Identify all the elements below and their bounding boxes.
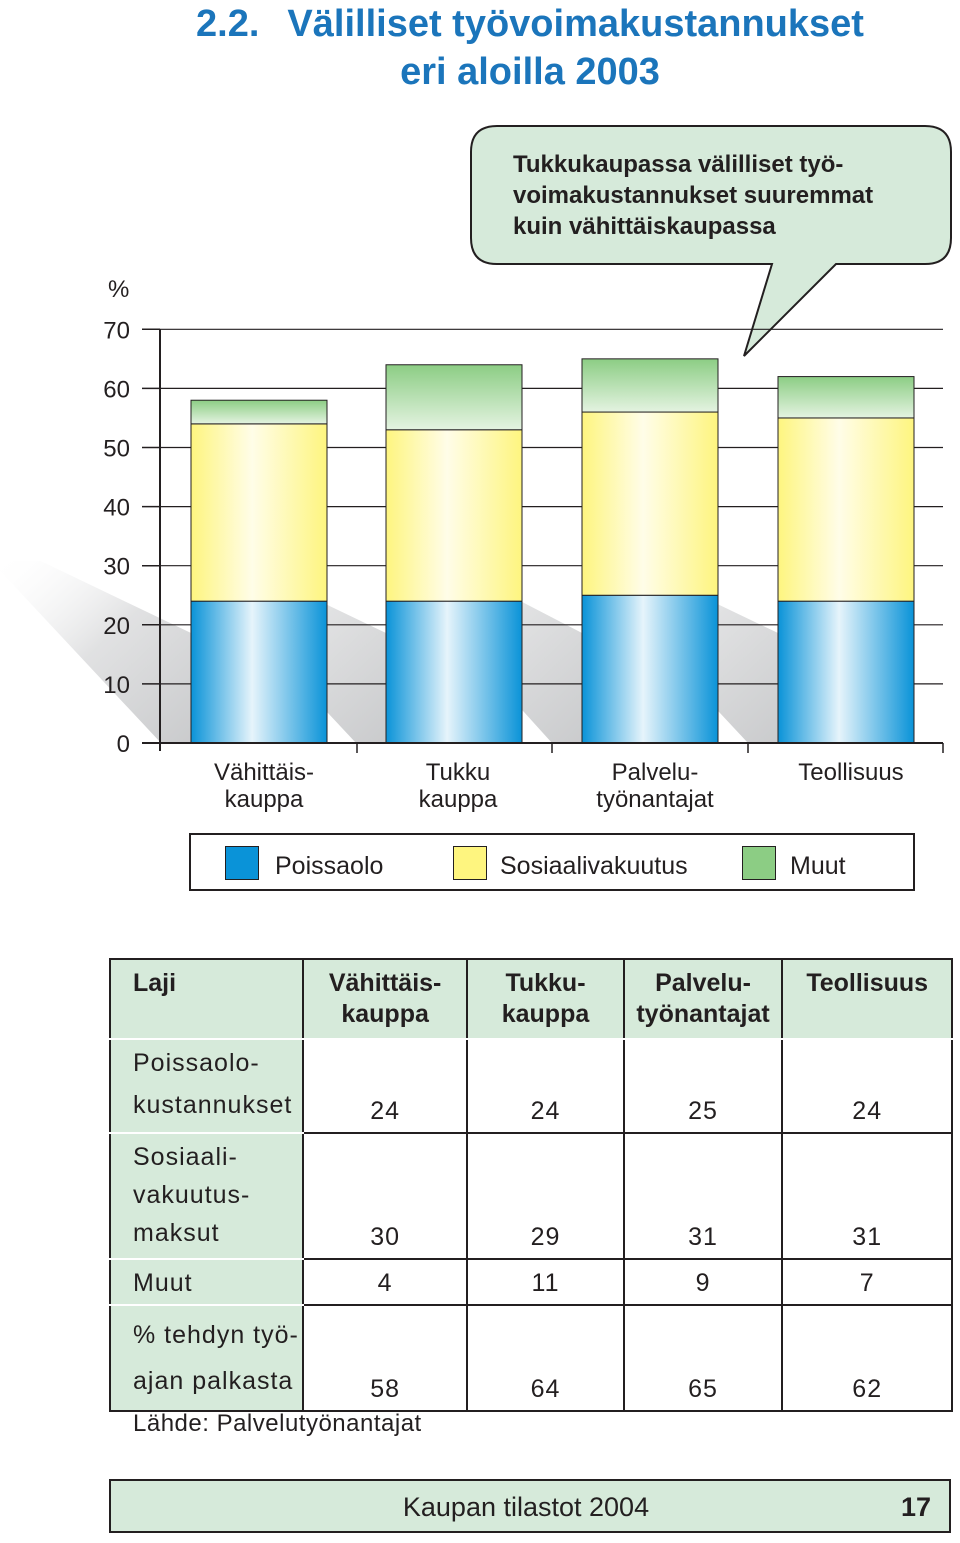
y-tick-label: 10 — [103, 672, 130, 699]
table-cell: 25 — [622, 1039, 783, 1134]
x-category-label-line: Tukku — [426, 759, 490, 786]
table-cell: 11 — [466, 1259, 624, 1306]
table-row: Poissaolo- kustannukset 24 24 25 24 — [110, 1039, 952, 1134]
table-row: Sosiaali- vakuutus- maksut 30 29 31 31 — [110, 1133, 952, 1260]
legend-label-muut: Muut — [790, 852, 846, 880]
x-category-label-line: kauppa — [419, 786, 498, 813]
y-tick-label: 70 — [103, 317, 130, 344]
table-cell: 31 — [781, 1133, 952, 1260]
table-cell: 24 — [301, 1039, 468, 1134]
bars — [190, 358, 915, 744]
data-table: Laji Vähittäis- kauppa Tukku- kauppa Pal… — [109, 958, 953, 1412]
legend-label-poissaolo: Poissaolo — [275, 852, 384, 880]
bar-poissaolo-0 — [190, 600, 328, 744]
bar-poissaolo-1 — [385, 600, 523, 744]
table-cell: 29 — [466, 1133, 624, 1260]
table-cell: 31 — [622, 1133, 783, 1260]
section-number: 2.2. — [196, 3, 260, 45]
y-tick-labels: 0 10 20 30 40 50 60 70 — [103, 317, 130, 758]
callout-line-3: kuin vähittäiskaupassa — [513, 213, 776, 240]
table-cell: 64 — [466, 1305, 624, 1412]
table-cell: 7 — [781, 1259, 952, 1306]
table-cell: 62 — [781, 1305, 952, 1412]
callout-text: Tukkukaupassa välilliset työ- voimakusta… — [513, 151, 880, 240]
y-tick-label: 30 — [103, 554, 130, 581]
bar-sosiaalivakuutus-2 — [581, 411, 719, 596]
table-cell: 58 — [301, 1305, 468, 1412]
y-unit-label: % — [108, 276, 129, 303]
bar-shadow — [0, 561, 191, 743]
bar-sosiaalivakuutus-0 — [190, 423, 328, 602]
x-category-label: Tukku kauppa — [419, 759, 498, 813]
y-tick-label: 20 — [103, 613, 130, 640]
title-line-2: eri aloilla 2003 — [400, 51, 660, 93]
x-category-label: Teollisuus — [798, 759, 903, 786]
legend-swatch-poissaolo — [225, 846, 259, 880]
legend-label-sosiaalivakuutus: Sosiaalivakuutus — [500, 852, 688, 880]
row-label: Muut — [110, 1259, 303, 1306]
legend-swatch-muut — [742, 846, 776, 880]
axes — [142, 328, 944, 753]
y-tick-label: 60 — [103, 376, 130, 403]
legend: Poissaolo Sosiaalivakuutus Muut — [189, 833, 915, 891]
table-header: Tukku- kauppa — [466, 959, 624, 1040]
callout-shape — [470, 125, 952, 357]
bar-sosiaalivakuutus-1 — [385, 429, 523, 602]
bar-muut-3 — [777, 376, 915, 419]
y-tick-label: 0 — [117, 731, 130, 758]
legend-swatch-sosiaalivakuutus — [453, 846, 487, 880]
table-cell: 9 — [622, 1259, 783, 1306]
table-row: % tehdyn työ- ajan palkasta 58 64 65 62 — [110, 1305, 952, 1412]
x-category-label-line: Teollisuus — [798, 759, 903, 786]
table-cell: 24 — [466, 1039, 624, 1134]
bar-poissaolo-3 — [777, 600, 915, 744]
x-category-label-line: työnantajat — [596, 786, 714, 813]
y-tick-label: 50 — [103, 436, 130, 463]
table-cell: 30 — [301, 1133, 468, 1260]
bar-muut-0 — [190, 399, 328, 425]
stacked-bar-chart: Tukkukaupassa välilliset työ- voimakusta… — [0, 125, 952, 813]
row-label: % tehdyn työ- ajan palkasta — [110, 1305, 303, 1412]
table-row: Muut 4 11 9 7 — [110, 1259, 952, 1306]
table-header-row: Laji Vähittäis- kauppa Tukku- kauppa Pal… — [110, 959, 952, 1040]
page-number: 17 — [900, 1492, 931, 1522]
title-line-1: Välilliset työvoimakustannukset — [287, 3, 864, 45]
table-header: Teollisuus — [781, 959, 952, 1040]
publication-name: Kaupan tilastot 2004 — [402, 1492, 650, 1522]
x-category-label-line: Palvelu- — [612, 759, 699, 786]
row-label: Poissaolo- kustannukset — [110, 1039, 303, 1134]
callout-line-2: voimakustannukset suuremmat — [513, 182, 873, 209]
bar-muut-1 — [385, 364, 523, 431]
table-cell: 24 — [781, 1039, 952, 1134]
bar-sosiaalivakuutus-3 — [777, 417, 915, 602]
table-header: Laji — [110, 959, 303, 1040]
callout-line-1: Tukkukaupassa välilliset työ- — [513, 151, 843, 178]
table-header: Palvelu- työnantajat — [622, 959, 783, 1040]
x-category-label: Palvelu-työnantajat — [596, 759, 714, 813]
y-tick-label: 40 — [103, 495, 130, 522]
x-category-label-line: Vähittäis- — [214, 759, 314, 786]
x-category-label-line: kauppa — [225, 786, 304, 813]
page-footer: Kaupan tilastot 2004 17 — [109, 1479, 951, 1533]
source-note: Lähde: Palvelutyönantajat — [133, 1410, 422, 1437]
table-cell: 4 — [301, 1259, 468, 1306]
bar-muut-2 — [581, 358, 719, 413]
x-category-label: Vähittäis-kauppa — [214, 759, 314, 813]
page-title: 2.2. Välilliset työvoimakustannukset eri … — [0, 0, 960, 96]
row-label: Sosiaali- vakuutus- maksut — [110, 1133, 303, 1260]
table-cell: 65 — [622, 1305, 783, 1412]
table-header: Vähittäis- kauppa — [301, 959, 468, 1040]
callout-bubble: Tukkukaupassa välilliset työ- voimakusta… — [470, 125, 952, 357]
bar-poissaolo-2 — [581, 594, 719, 744]
